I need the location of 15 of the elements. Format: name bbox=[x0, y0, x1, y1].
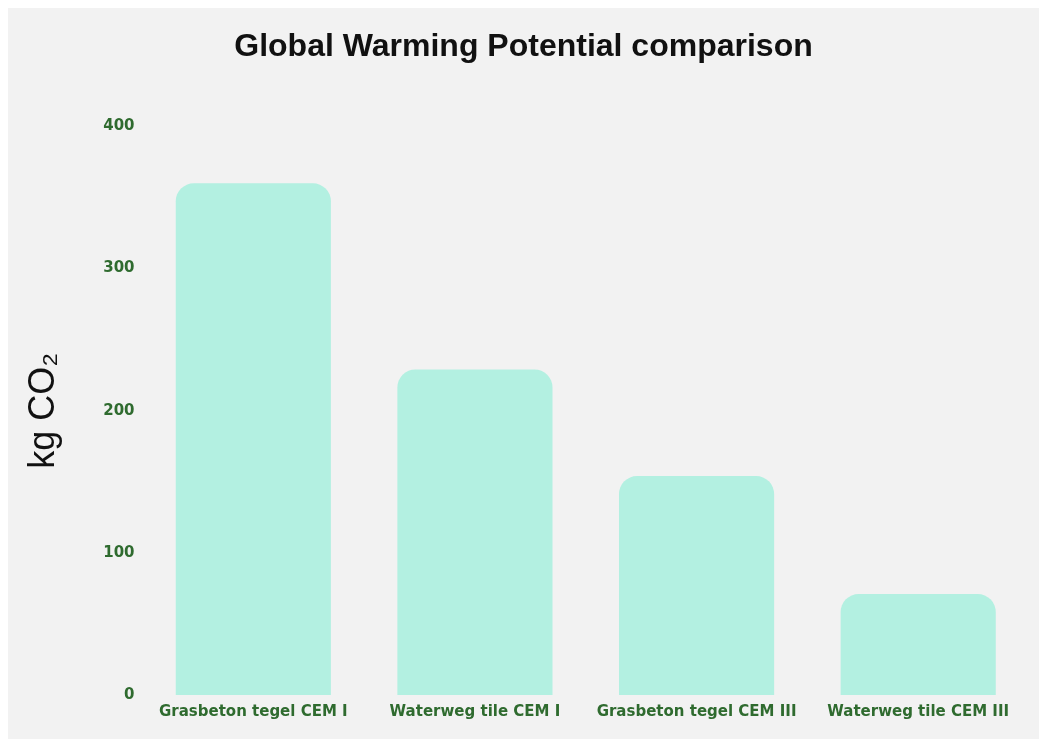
y-tick-label: 0 bbox=[124, 684, 135, 703]
y-tick-label: 300 bbox=[103, 258, 135, 277]
x-tick-label: Grasbeton tegel CEM I bbox=[158, 701, 348, 720]
bar bbox=[840, 594, 996, 695]
y-tick-label: 200 bbox=[103, 400, 135, 419]
x-tick-label: Waterweg tile CEM III bbox=[827, 701, 1010, 720]
y-axis-title: kg CO₂ bbox=[20, 352, 62, 469]
x-tick-label: Grasbeton tegel CEM III bbox=[596, 701, 797, 720]
bar bbox=[397, 369, 553, 695]
y-tick-label: 400 bbox=[103, 116, 135, 135]
chart-title: Global Warming Potential comparison bbox=[234, 27, 813, 64]
y-tick-label: 100 bbox=[103, 542, 135, 561]
x-tick-label: Waterweg tile CEM I bbox=[389, 701, 561, 720]
bar bbox=[619, 476, 775, 695]
bar bbox=[175, 183, 331, 695]
